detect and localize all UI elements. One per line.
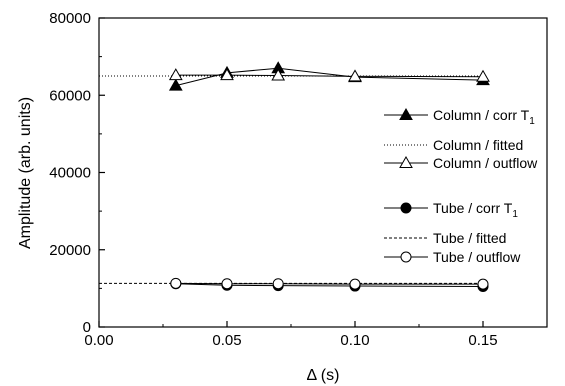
axes-layer: 0 20000 40000 60000 80000 0.00 0.05 0.10 0.15 xyxy=(49,10,548,349)
legend-label-1: Column / fitted xyxy=(433,137,523,153)
data-point-0-0 xyxy=(168,78,183,91)
x-tick-label-1: 0.05 xyxy=(212,332,241,349)
y-tick-label-3: 60000 xyxy=(49,87,91,104)
legend-label-3: Tube / corr T1 xyxy=(433,200,518,220)
legend-entry-1: Column / fitted xyxy=(384,137,523,153)
legend-entry-3: Tube / corr T1 xyxy=(384,200,518,220)
legend-label-0: Column / corr T1 xyxy=(433,107,535,127)
data-point-5-4 xyxy=(477,278,489,290)
x-tick-label-0: 0.00 xyxy=(84,332,113,349)
series-3 xyxy=(170,278,489,292)
data-point-2-1 xyxy=(220,68,234,81)
legend-marker-3 xyxy=(400,202,412,214)
data-point-2-2 xyxy=(271,68,286,81)
legend-subscript-0: 1 xyxy=(529,116,535,127)
data-point-2-3 xyxy=(348,69,362,82)
legend-marker-5 xyxy=(400,251,412,263)
legend-marker-2 xyxy=(399,155,413,168)
data-point-2-4 xyxy=(476,69,490,82)
legend-entry-2: Column / outflow xyxy=(384,155,538,171)
series-layer xyxy=(99,61,490,292)
legend-marker-0 xyxy=(399,107,413,120)
data-point-5-0 xyxy=(170,277,182,289)
series-2 xyxy=(168,68,490,82)
legend-subscript-3: 1 xyxy=(512,209,518,220)
y-tick-label-4: 80000 xyxy=(49,10,91,27)
data-point-5-3 xyxy=(349,278,361,290)
data-point-2-0 xyxy=(168,68,183,81)
x-axis-title: Δ (s) xyxy=(307,367,340,384)
legend-entry-0: Column / corr T1 xyxy=(384,107,535,127)
y-tick-label-2: 40000 xyxy=(49,165,91,182)
y-tick-label-1: 20000 xyxy=(49,242,91,259)
y-tick-label-0: 0 xyxy=(83,319,91,336)
legend-label-4: Tube / fitted xyxy=(433,230,506,246)
legend-entry-4: Tube / fitted xyxy=(384,230,506,246)
legend-label-5: Tube / outflow xyxy=(433,249,521,265)
series-5 xyxy=(170,277,489,290)
legend-entry-5: Tube / outflow xyxy=(384,249,521,265)
x-tick-label-2: 0.10 xyxy=(340,332,369,349)
legend: Column / corr T1 Column / fitted Column / … xyxy=(384,107,538,265)
x-tick-label-3: 0.15 xyxy=(468,332,497,349)
data-point-5-2 xyxy=(272,278,284,290)
y-axis-title: Amplitude (arb. units) xyxy=(17,97,34,249)
data-point-5-1 xyxy=(221,278,233,290)
legend-label-2: Column / outflow xyxy=(433,155,538,171)
